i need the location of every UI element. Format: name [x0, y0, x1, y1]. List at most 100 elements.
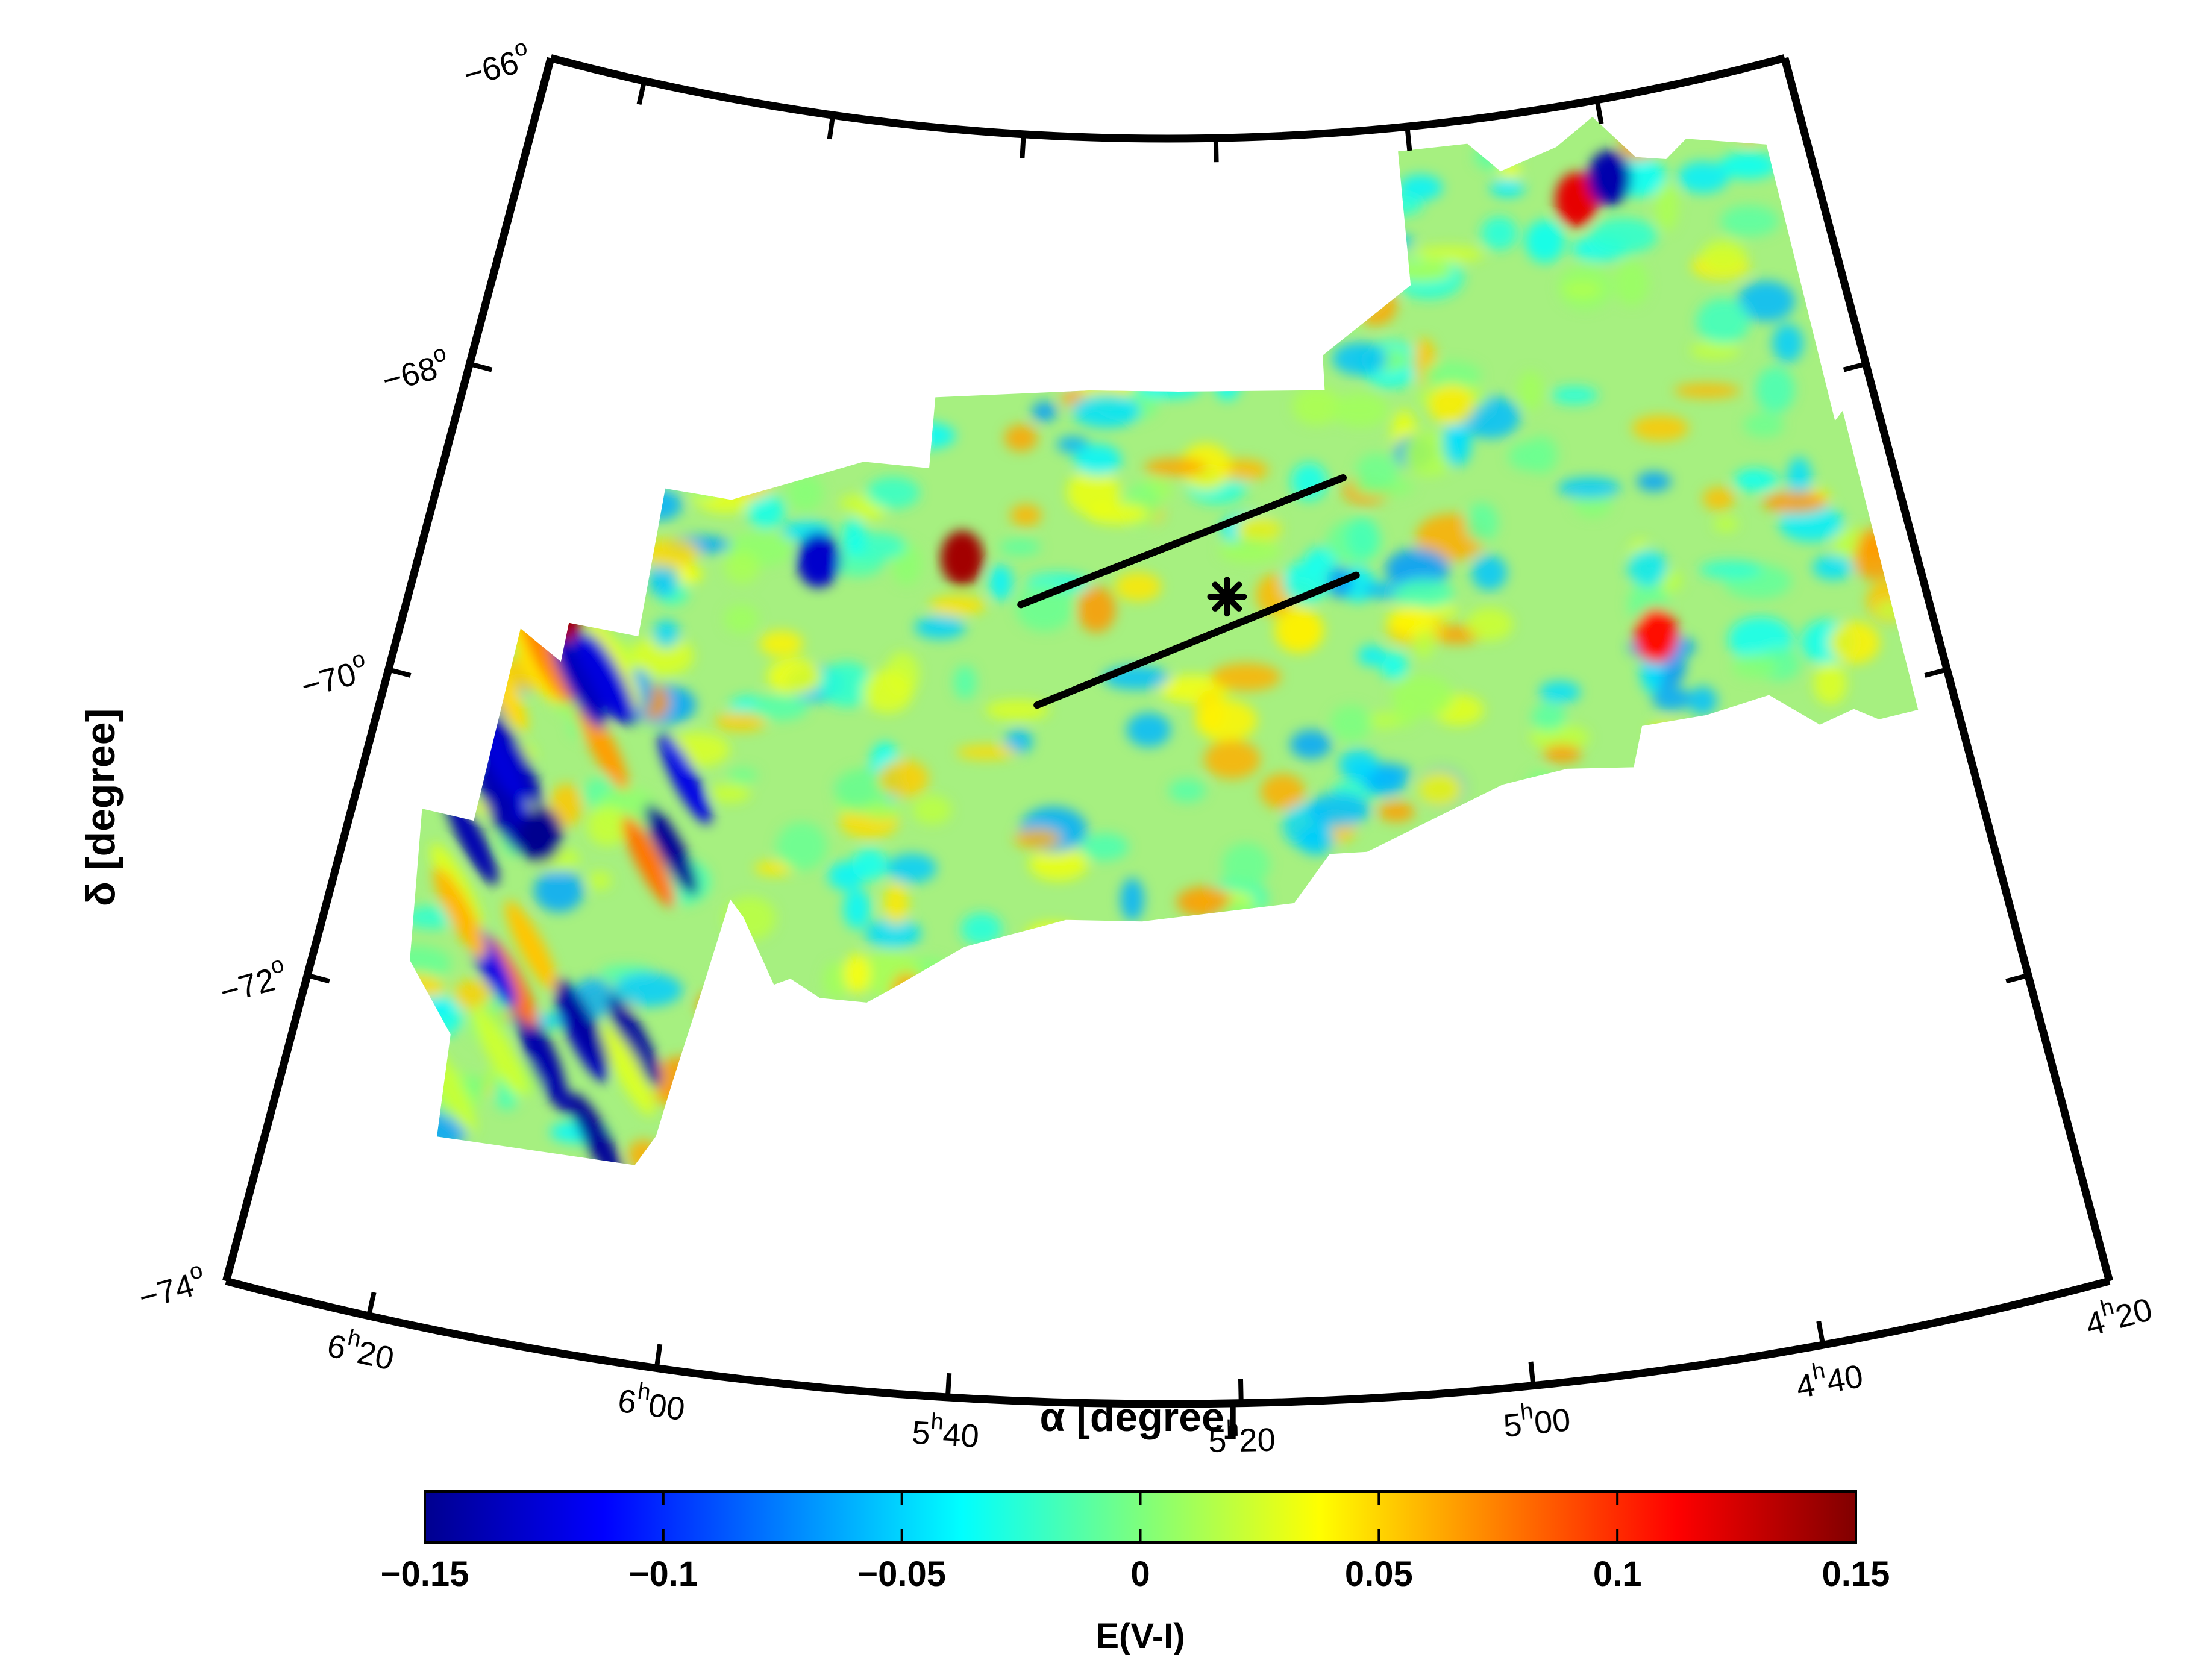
map-texture-blob [1358, 645, 1386, 666]
map-texture-blob [465, 1076, 488, 1095]
map-texture-blob [1506, 1092, 1557, 1130]
map-texture-blob [1187, 180, 1212, 227]
map-texture-blob [1333, 301, 1361, 330]
map-texture-blob [478, 500, 523, 540]
map-texture-blob [1524, 770, 1559, 818]
map-texture-blob [622, 116, 688, 131]
map-texture-blob [602, 174, 636, 210]
map-texture-blob [1838, 855, 1905, 885]
map-texture-blob [1212, 355, 1242, 401]
map-stripe-blob [659, 733, 712, 825]
map-texture-blob [914, 615, 966, 639]
y-tick-right [2005, 973, 2029, 984]
map-texture-blob [1614, 260, 1649, 306]
map-texture-blob [1490, 178, 1525, 198]
map-texture-blob [1529, 725, 1590, 750]
map-texture-blob [1551, 386, 1599, 405]
x-tick-top [827, 114, 836, 140]
map-texture-blob [1502, 926, 1553, 941]
colorbar-tick-label: −0.1 [629, 1555, 698, 1594]
y-tick-right [1762, 55, 1785, 67]
map-texture-blob [751, 695, 808, 721]
map-texture-blob [1336, 1083, 1388, 1099]
map-texture-blob [1762, 977, 1828, 1006]
map-texture-blob [759, 630, 803, 657]
map-texture-blob [587, 806, 628, 847]
map-annotations [1017, 474, 1360, 709]
map-texture-blob [1154, 193, 1178, 239]
map-texture-blob [1316, 1083, 1355, 1115]
map-texture-blob [988, 564, 1013, 601]
map-stripe-blob [556, 978, 609, 1070]
map-texture-blob [1264, 161, 1311, 200]
map-texture-blob [1178, 927, 1215, 960]
map-texture-blob [553, 447, 597, 465]
colorbar-tick-label: 0.15 [1822, 1555, 1890, 1594]
map-texture-blob [1688, 686, 1717, 715]
map-texture-blob [1221, 1143, 1274, 1165]
map-texture-blob [1253, 181, 1294, 228]
map-texture-blob [727, 768, 758, 783]
map-texture-blob [1211, 663, 1281, 691]
map-texture-blob [823, 961, 849, 1000]
map-texture-blob [1737, 280, 1796, 322]
map-texture-blob [1269, 1012, 1324, 1053]
map-texture-blob [997, 305, 1064, 334]
map-texture-blob [1111, 201, 1171, 235]
map-texture-blob [1537, 919, 1594, 957]
map-texture-blob [929, 595, 986, 616]
map-texture-blob [1074, 443, 1122, 476]
map-texture-blob [1484, 1024, 1517, 1068]
map-texture-blob [1909, 849, 1919, 889]
map-texture-blob [1829, 621, 1880, 664]
y-tick-label: −70o [296, 646, 372, 705]
map-texture-blob [666, 274, 725, 318]
map-texture-blob [989, 1149, 1042, 1165]
map-texture-blob [1391, 675, 1454, 718]
map-texture-blob [1673, 383, 1741, 398]
map-texture-blob [883, 883, 909, 926]
map-texture-blob [768, 340, 820, 367]
x-tick-label: 5h00 [1501, 1395, 1572, 1444]
colorbar-tick-label: 0.05 [1345, 1555, 1413, 1594]
map-texture-blob [1014, 828, 1061, 849]
map-texture-blob [1856, 1103, 1908, 1140]
map-texture-blob [1414, 246, 1484, 263]
map-texture-blob [1025, 922, 1080, 948]
map-texture-blob [613, 973, 683, 1007]
map-texture-blob [906, 186, 940, 216]
map-texture-blob [1017, 1121, 1067, 1157]
map-texture-blob [1268, 1048, 1315, 1072]
map-texture-blob [1203, 739, 1261, 779]
map-texture-blob [628, 1139, 659, 1165]
map-stripe-blob [608, 995, 662, 1086]
map-texture-blob [1077, 586, 1116, 633]
map-texture-blob [533, 869, 584, 912]
map-texture-blob [985, 700, 1050, 721]
map-stripe-blob [552, 637, 605, 729]
map-texture-blob [1514, 971, 1574, 1018]
map-texture-blob [999, 539, 1041, 556]
map-texture-blob [1289, 730, 1332, 759]
map-texture-blob [1297, 825, 1335, 856]
map-texture-blob [862, 670, 913, 713]
colorbar: −0.15 −0.1 −0.05 0 0.05 0.1 0.15 E(V-I) [381, 1490, 1890, 1656]
map-texture-blob [843, 888, 871, 929]
map-texture-blob [601, 297, 666, 321]
map-texture-blob [1611, 827, 1676, 849]
map-texture-blob [1256, 1104, 1316, 1151]
map-texture-blob [1619, 1015, 1654, 1058]
map-texture-blob [1808, 876, 1870, 891]
map-texture-blob [651, 1056, 716, 1100]
map-texture-blob [1004, 424, 1038, 452]
map-texture-blob [1120, 878, 1144, 921]
map-texture-blob [862, 1035, 898, 1065]
map-texture-blob [1261, 1029, 1296, 1060]
map-texture-blob [1558, 477, 1621, 499]
map-texture-blob [686, 324, 719, 371]
map-texture-blob [833, 384, 880, 410]
map-texture-blob [966, 299, 1023, 316]
map-texture-blob [540, 327, 580, 346]
map-texture-blob [953, 665, 977, 700]
map-texture-blob [579, 340, 642, 380]
